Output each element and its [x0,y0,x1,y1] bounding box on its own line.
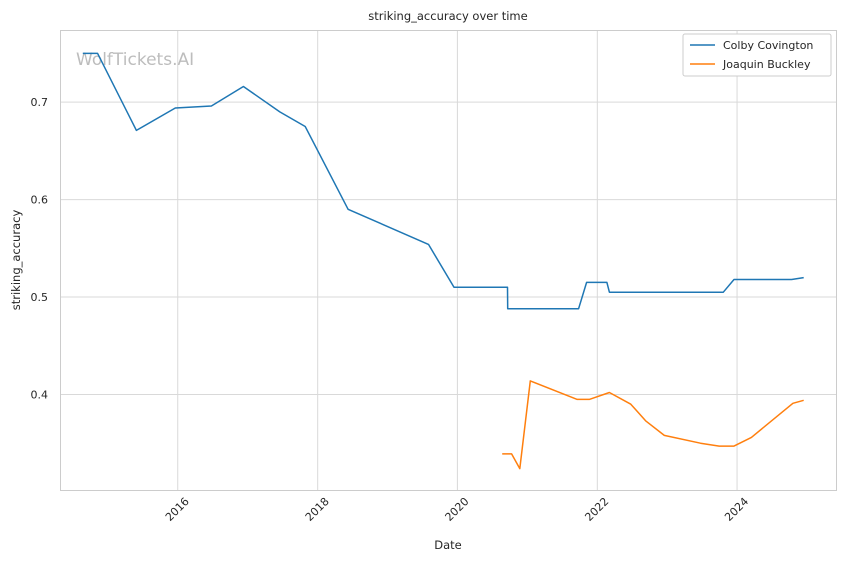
y-tick-label: 0.7 [31,96,49,109]
y-axis-label: striking_accuracy [9,210,23,311]
legend-box [682,33,832,77]
legend: Colby Covington Joaquin Buckley [682,33,832,77]
series-line-joaquin-buckley [502,380,804,470]
x-axis-label: Date [434,538,462,552]
legend-label-colby-covington: Colby Covington [723,39,813,52]
y-tick-label: 0.6 [31,194,49,207]
watermark-text: WolfTickets.AI [76,50,194,70]
chart-title: striking_accuracy over time [368,9,527,23]
grid-lines [61,31,836,490]
y-tick-label: 0.5 [31,291,49,304]
plot-frame [60,30,837,491]
series-line-colby-covington [82,52,804,310]
legend-label-joaquin-buckley: Joaquin Buckley [722,58,811,71]
y-tick-label: 0.4 [31,388,49,401]
series-lines [82,52,804,470]
